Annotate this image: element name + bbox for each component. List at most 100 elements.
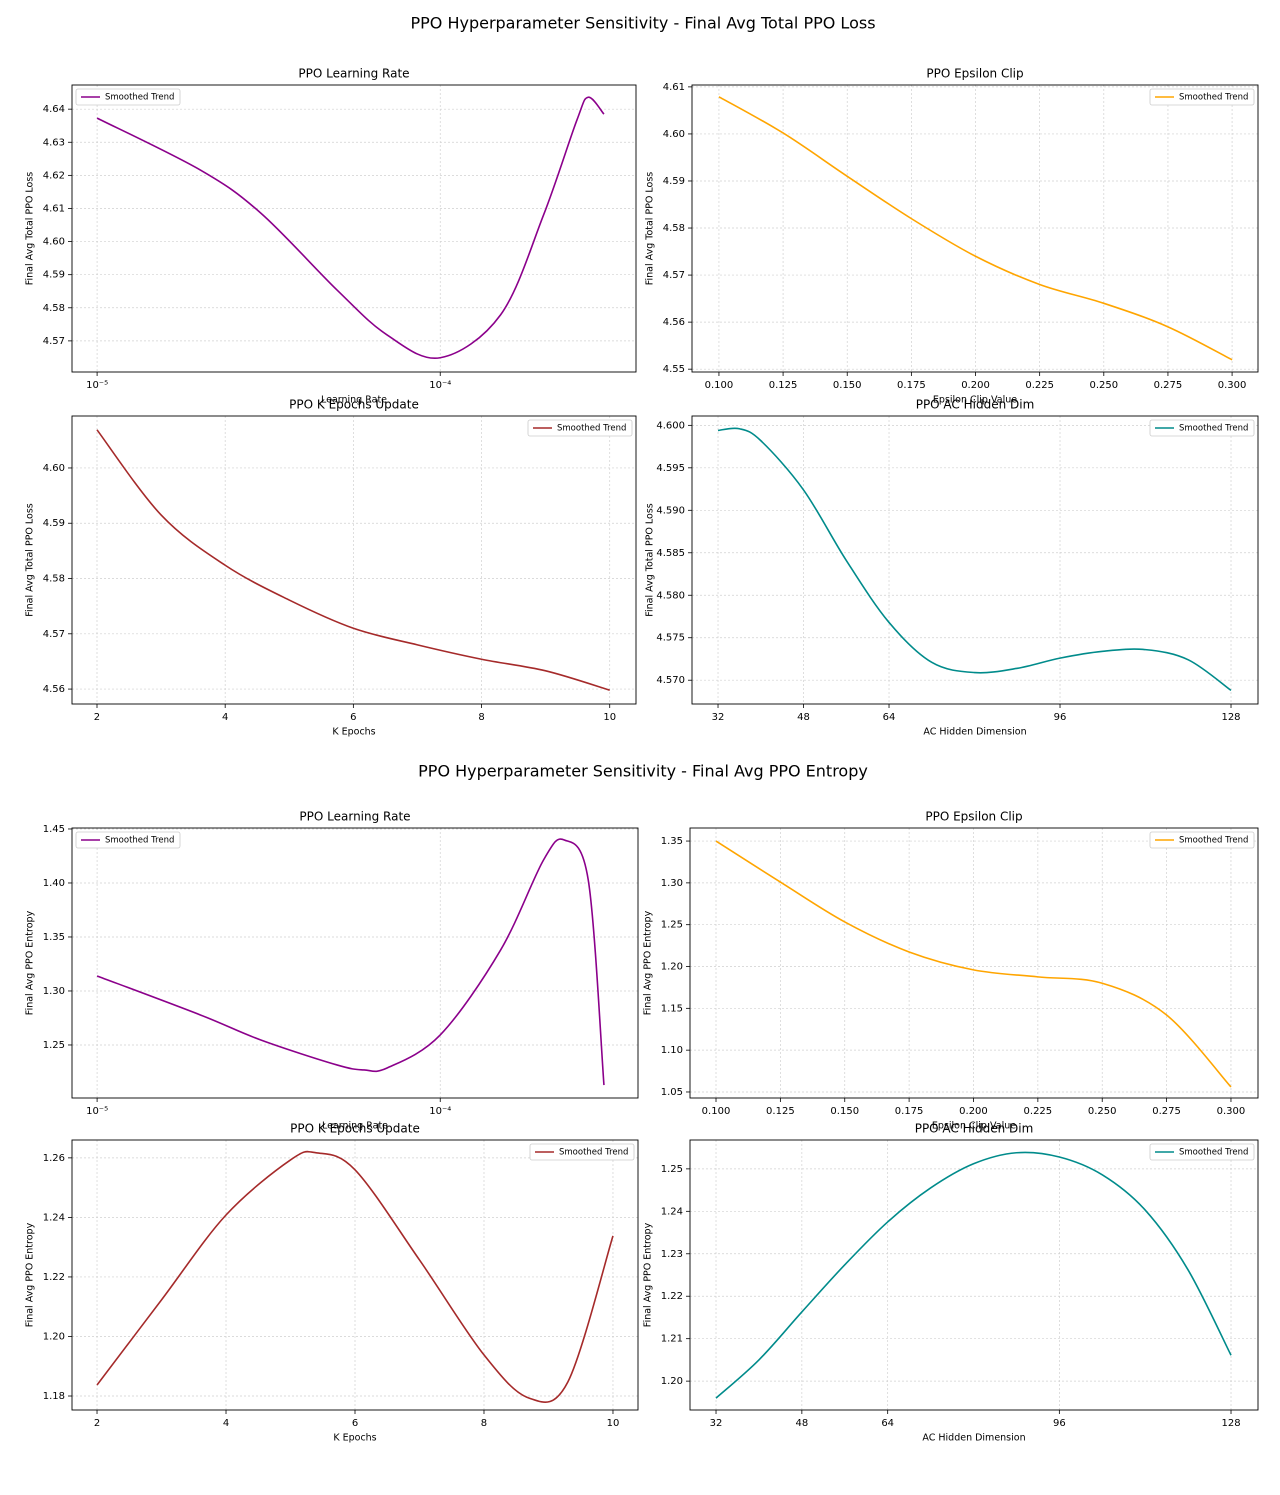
- x-tick-label: 10⁻⁵: [86, 380, 108, 391]
- x-tick-label: 0.125: [766, 1106, 795, 1117]
- data-line: [96, 838, 605, 1086]
- y-axis-label: Final Avg Total PPO Loss: [645, 172, 656, 286]
- data-line: [96, 1150, 614, 1403]
- y-tick-label: 1.22: [661, 1291, 683, 1302]
- x-tick-label: 48: [797, 712, 810, 723]
- x-axis-label: K Epochs: [333, 1433, 376, 1444]
- y-tick-label: 4.575: [656, 633, 685, 644]
- y-tick-label: 4.58: [43, 303, 65, 314]
- subplot: 1.25 1.30 1.35 1.40 1.45 10⁻⁵ 10⁻⁴ PPO Learning…: [25, 810, 639, 1132]
- x-axis-label: K Epochs: [332, 727, 375, 738]
- x-tick-label: 10⁻⁴: [429, 1106, 451, 1117]
- legend-box: [1149, 831, 1255, 849]
- x-tick-label: 2: [94, 1418, 100, 1429]
- y-tick-label: 1.35: [43, 932, 65, 943]
- x-tick-label: 8: [478, 712, 484, 723]
- x-tick-label: 10: [603, 712, 616, 723]
- y-tick-label: 1.24: [43, 1212, 65, 1223]
- subplot-title: PPO K Epochs Update: [289, 398, 419, 412]
- legend-label: Smoothed Trend: [1179, 836, 1248, 846]
- x-tick-label: 96: [1053, 1418, 1066, 1429]
- x-tick-label: 0.225: [1025, 380, 1054, 391]
- plot-frame: [691, 415, 1259, 705]
- legend-label: Smoothed Trend: [105, 93, 174, 103]
- y-tick-label: 1.35: [661, 836, 683, 847]
- y-tick-label: 1.25: [661, 920, 683, 931]
- y-tick-label: 4.60: [43, 237, 65, 248]
- y-tick-label: 4.63: [43, 137, 65, 148]
- legend-label: Smoothed Trend: [1179, 424, 1248, 434]
- subplot: 4.57 4.58 4.59 4.60 4.61 4.62 4.63 4.64 10⁻⁵ 10⁻⁴…: [25, 67, 637, 406]
- legend-box: [75, 831, 181, 849]
- y-tick-label: 4.595: [656, 463, 685, 474]
- data-line: [715, 1151, 1232, 1399]
- plot-frame: [71, 84, 637, 373]
- legend-box: [1149, 1143, 1255, 1161]
- y-axis-label: Final Avg PPO Entropy: [643, 1222, 654, 1327]
- y-tick-label: 4.56: [43, 684, 65, 695]
- y-tick-label: 1.22: [43, 1272, 65, 1283]
- y-tick-label: 1.25: [661, 1164, 683, 1175]
- plot-frame: [689, 1139, 1259, 1411]
- y-tick-label: 1.40: [43, 878, 65, 889]
- plot-frame: [689, 827, 1259, 1099]
- x-tick-label: 10⁻⁵: [86, 1106, 108, 1117]
- x-tick-label: 0.300: [1217, 1106, 1246, 1117]
- y-tick-label: 1.15: [661, 1003, 683, 1014]
- x-tick-label: 128: [1221, 1418, 1240, 1429]
- x-tick-label: 0.175: [895, 1106, 924, 1117]
- y-axis-label: Final Avg Total PPO Loss: [25, 503, 36, 617]
- x-tick-label: 0.300: [1218, 380, 1247, 391]
- y-tick-label: 1.20: [43, 1331, 65, 1342]
- data-line: [717, 427, 1232, 692]
- legend-label: Smoothed Trend: [105, 836, 174, 846]
- y-tick-label: 4.57: [663, 270, 685, 281]
- y-tick-label: 4.60: [663, 129, 685, 140]
- x-tick-label: 0.225: [1024, 1106, 1053, 1117]
- y-tick-label: 1.18: [43, 1391, 65, 1402]
- y-tick-label: 1.23: [661, 1249, 683, 1260]
- data-line: [715, 840, 1232, 1088]
- x-tick-label: 10⁻⁴: [429, 380, 451, 391]
- x-tick-label: 0.100: [705, 380, 734, 391]
- x-tick-label: 0.150: [833, 380, 862, 391]
- x-tick-label: 0.125: [769, 380, 798, 391]
- y-tick-label: 1.25: [43, 1040, 65, 1051]
- legend-box: [1149, 419, 1255, 437]
- y-tick-label: 4.59: [663, 176, 685, 187]
- y-tick-label: 1.30: [661, 878, 683, 889]
- y-tick-label: 4.57: [43, 629, 65, 640]
- y-axis-label: Final Avg PPO Entropy: [25, 1222, 36, 1327]
- y-tick-label: 4.58: [43, 574, 65, 585]
- legend-box: [1149, 88, 1255, 106]
- y-tick-label: 1.20: [661, 962, 683, 973]
- x-tick-label: 0.200: [959, 1106, 988, 1117]
- x-axis-label: Epsilon Clip Value: [933, 395, 1017, 406]
- subplot: 4.570 4.575 4.580 4.585 4.590 4.595 4.600 32 48 6…: [645, 398, 1259, 738]
- x-tick-label: 64: [881, 1418, 894, 1429]
- x-tick-label: 0.200: [961, 380, 990, 391]
- y-tick-label: 1.21: [661, 1334, 683, 1345]
- x-tick-label: 32: [710, 1418, 723, 1429]
- plot-frame: [71, 827, 639, 1099]
- legend-label: Smoothed Trend: [1179, 1148, 1248, 1158]
- y-axis-label: Final Avg Total PPO Loss: [25, 172, 36, 286]
- x-tick-label: 64: [883, 712, 896, 723]
- subplot: 4.56 4.57 4.58 4.59 4.60 2 4 6 8 10 PPO K Epochs U…: [25, 398, 637, 738]
- y-axis-label: Final Avg PPO Entropy: [25, 910, 36, 1015]
- y-tick-label: 1.20: [661, 1376, 683, 1387]
- x-tick-label: 10: [607, 1418, 620, 1429]
- subplot-title: PPO AC Hidden Dim: [915, 1122, 1034, 1136]
- x-tick-label: 0.100: [702, 1106, 731, 1117]
- legend-box: [529, 1143, 635, 1161]
- x-tick-label: 48: [795, 1418, 808, 1429]
- x-tick-label: 96: [1054, 712, 1067, 723]
- x-tick-label: 6: [352, 1418, 358, 1429]
- y-tick-label: 4.59: [43, 270, 65, 281]
- x-tick-label: 32: [712, 712, 725, 723]
- y-axis-label: Final Avg Total PPO Loss: [645, 503, 656, 617]
- subplot: 1.18 1.20 1.22 1.24 1.26 2 4 6 8 10 PPO K Epochs U…: [25, 1122, 639, 1444]
- x-tick-label: 0.275: [1152, 1106, 1181, 1117]
- plot-frame: [71, 415, 637, 705]
